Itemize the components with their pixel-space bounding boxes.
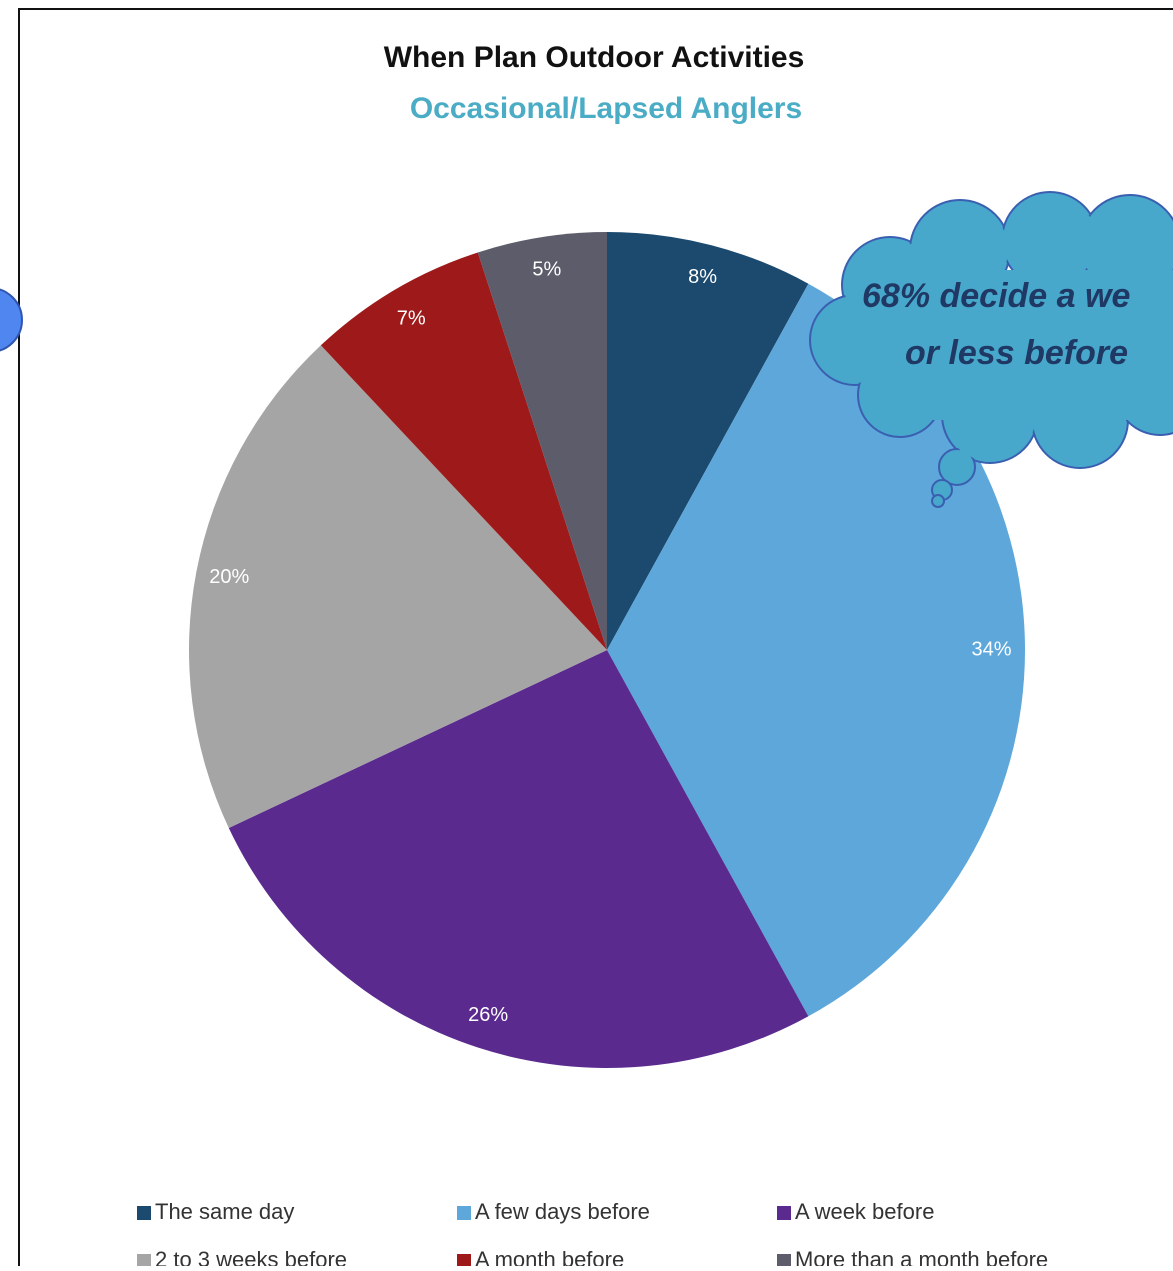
legend-label: A month before	[475, 1247, 624, 1266]
data-label: 7%	[397, 307, 426, 329]
data-label: 34%	[972, 638, 1012, 660]
legend-swatch	[777, 1254, 791, 1268]
data-label: 26%	[468, 1004, 508, 1026]
annotation-text: 68% decide a we	[862, 277, 1130, 315]
legend-label: A few days before	[475, 1199, 650, 1224]
legend-swatch	[457, 1254, 471, 1268]
legend-label: 2 to 3 weeks before	[155, 1247, 347, 1266]
chart-title: When Plan Outdoor Activities	[384, 41, 805, 74]
legend-swatch	[137, 1254, 151, 1268]
pie: 8% 34% 26% 20% 7% 5%	[189, 232, 1025, 1068]
left-cloud	[0, 288, 23, 352]
data-label: 8%	[688, 266, 717, 288]
chart-subtitle: Occasional/Lapsed Anglers	[410, 92, 802, 125]
legend-swatch	[457, 1206, 471, 1220]
callout-cloud: 68% decide a we or less before	[809, 191, 1173, 508]
legend-swatch	[777, 1206, 791, 1220]
pie-slice	[320, 252, 607, 650]
data-label: 20%	[209, 566, 249, 588]
legend-swatch	[137, 1206, 151, 1220]
legend-label: A week before	[795, 1199, 934, 1224]
pie-slice	[607, 283, 1025, 1017]
annotation-text: or less before	[905, 334, 1128, 372]
pie-slice	[228, 650, 809, 1068]
legend-label: The same day	[155, 1199, 294, 1224]
data-label: 5%	[532, 258, 561, 280]
pie-slice	[607, 232, 809, 650]
pie-slice	[477, 232, 607, 650]
legend-label: More than a month before	[795, 1247, 1048, 1266]
pie-slice	[189, 345, 607, 828]
